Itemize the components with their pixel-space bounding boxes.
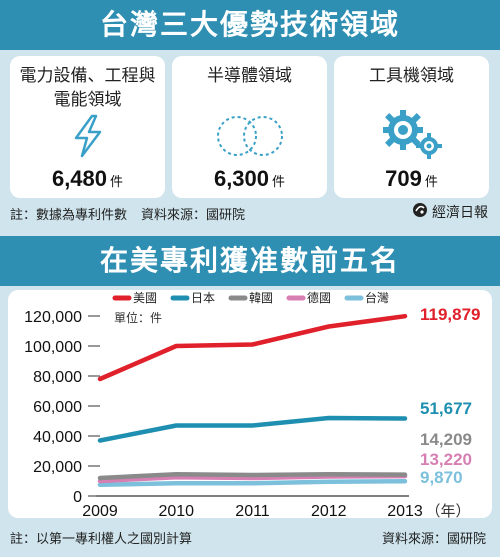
card-value: 6,300: [213, 166, 270, 191]
series-lines: [97, 313, 408, 487]
y-tick-label: 120,000: [24, 309, 82, 326]
x-tick-label: 2013: [387, 503, 423, 518]
y-tick-label: 60,000: [33, 399, 82, 416]
x-tick-label: 2011: [235, 503, 270, 518]
series-end-label: 13,220: [420, 450, 472, 469]
series-line: [97, 313, 408, 382]
x-tick-label: 2009: [82, 503, 118, 518]
legend: 美國 日本 韓國 德國 台灣: [112, 290, 389, 305]
chart-banner-title: 在美專利獲准數前五名: [0, 236, 500, 286]
lightning-icon: [68, 114, 108, 162]
card-unit: 件: [110, 175, 124, 190]
unit-label: 單位：件: [114, 310, 162, 325]
chart-panel: 美國 日本 韓國 德國 台灣 0 20,000 40,000 60,000 80,000 100,…: [8, 290, 492, 518]
card-title: 電力設備、工程與電能領域: [19, 66, 156, 110]
brand-logo: 經濟日報: [412, 202, 488, 222]
y-tick-label: 20,000: [33, 459, 82, 476]
card-power-equipment: 電力設備、工程與電能領域 6,480 件: [10, 56, 165, 198]
chart-note: 註：以第一專利權人之國別計算: [10, 532, 193, 547]
x-tick-label: 2012: [311, 503, 347, 518]
card-title: 半導體領域: [207, 66, 292, 86]
newspaper-logo-icon: [412, 202, 428, 222]
series-end-label: 51,677: [420, 399, 472, 418]
legend-label: 韓國: [249, 291, 273, 305]
top-banner-title: 台灣三大優勢技術領域: [0, 0, 500, 50]
data-note: 註：數據為專利件數: [10, 208, 128, 223]
line-chart: 美國 日本 韓國 德國 台灣 0 20,000 40,000 60,000 80,000 100,…: [24, 290, 481, 518]
wafer-circles-icon: [215, 114, 285, 162]
series-line: [97, 415, 408, 443]
card-title: 工具機領域: [369, 66, 454, 86]
legend-label: 德國: [307, 290, 331, 305]
x-tick-label: 2010: [158, 503, 194, 518]
y-tick-label: 40,000: [33, 429, 82, 446]
card-machine-tools: 工具機領域: [334, 56, 489, 198]
y-tick-label: 100,000: [24, 339, 82, 356]
series-line: [97, 478, 408, 487]
series-end-label: 14,209: [420, 430, 472, 449]
gears-icon: [379, 108, 445, 164]
card-value: 6,480: [51, 166, 108, 191]
y-tick-label: 80,000: [33, 369, 82, 386]
series-line: [97, 472, 408, 481]
legend-label: 日本: [191, 291, 215, 305]
card-unit: 件: [272, 175, 286, 190]
series-end-label: 119,879: [420, 305, 481, 324]
card-unit: 件: [424, 175, 438, 190]
data-source: 資料來源：國研院: [141, 208, 246, 223]
card-semiconductor: 半導體領域 6,300 件: [172, 56, 327, 198]
axes: 0 20,000 40,000 60,000 80,000 100,000 120,000 2…: [24, 309, 470, 518]
card-value: 709: [385, 166, 422, 191]
brand-name: 經濟日報: [432, 205, 488, 221]
series-end-label: 9,870: [420, 468, 463, 487]
chart-source: 資料來源：國研院: [381, 532, 486, 547]
legend-label: 台灣: [365, 290, 389, 305]
legend-label: 美國: [133, 291, 157, 305]
x-unit-label: （年）: [425, 502, 470, 518]
y-tick-label: 0: [73, 489, 82, 506]
